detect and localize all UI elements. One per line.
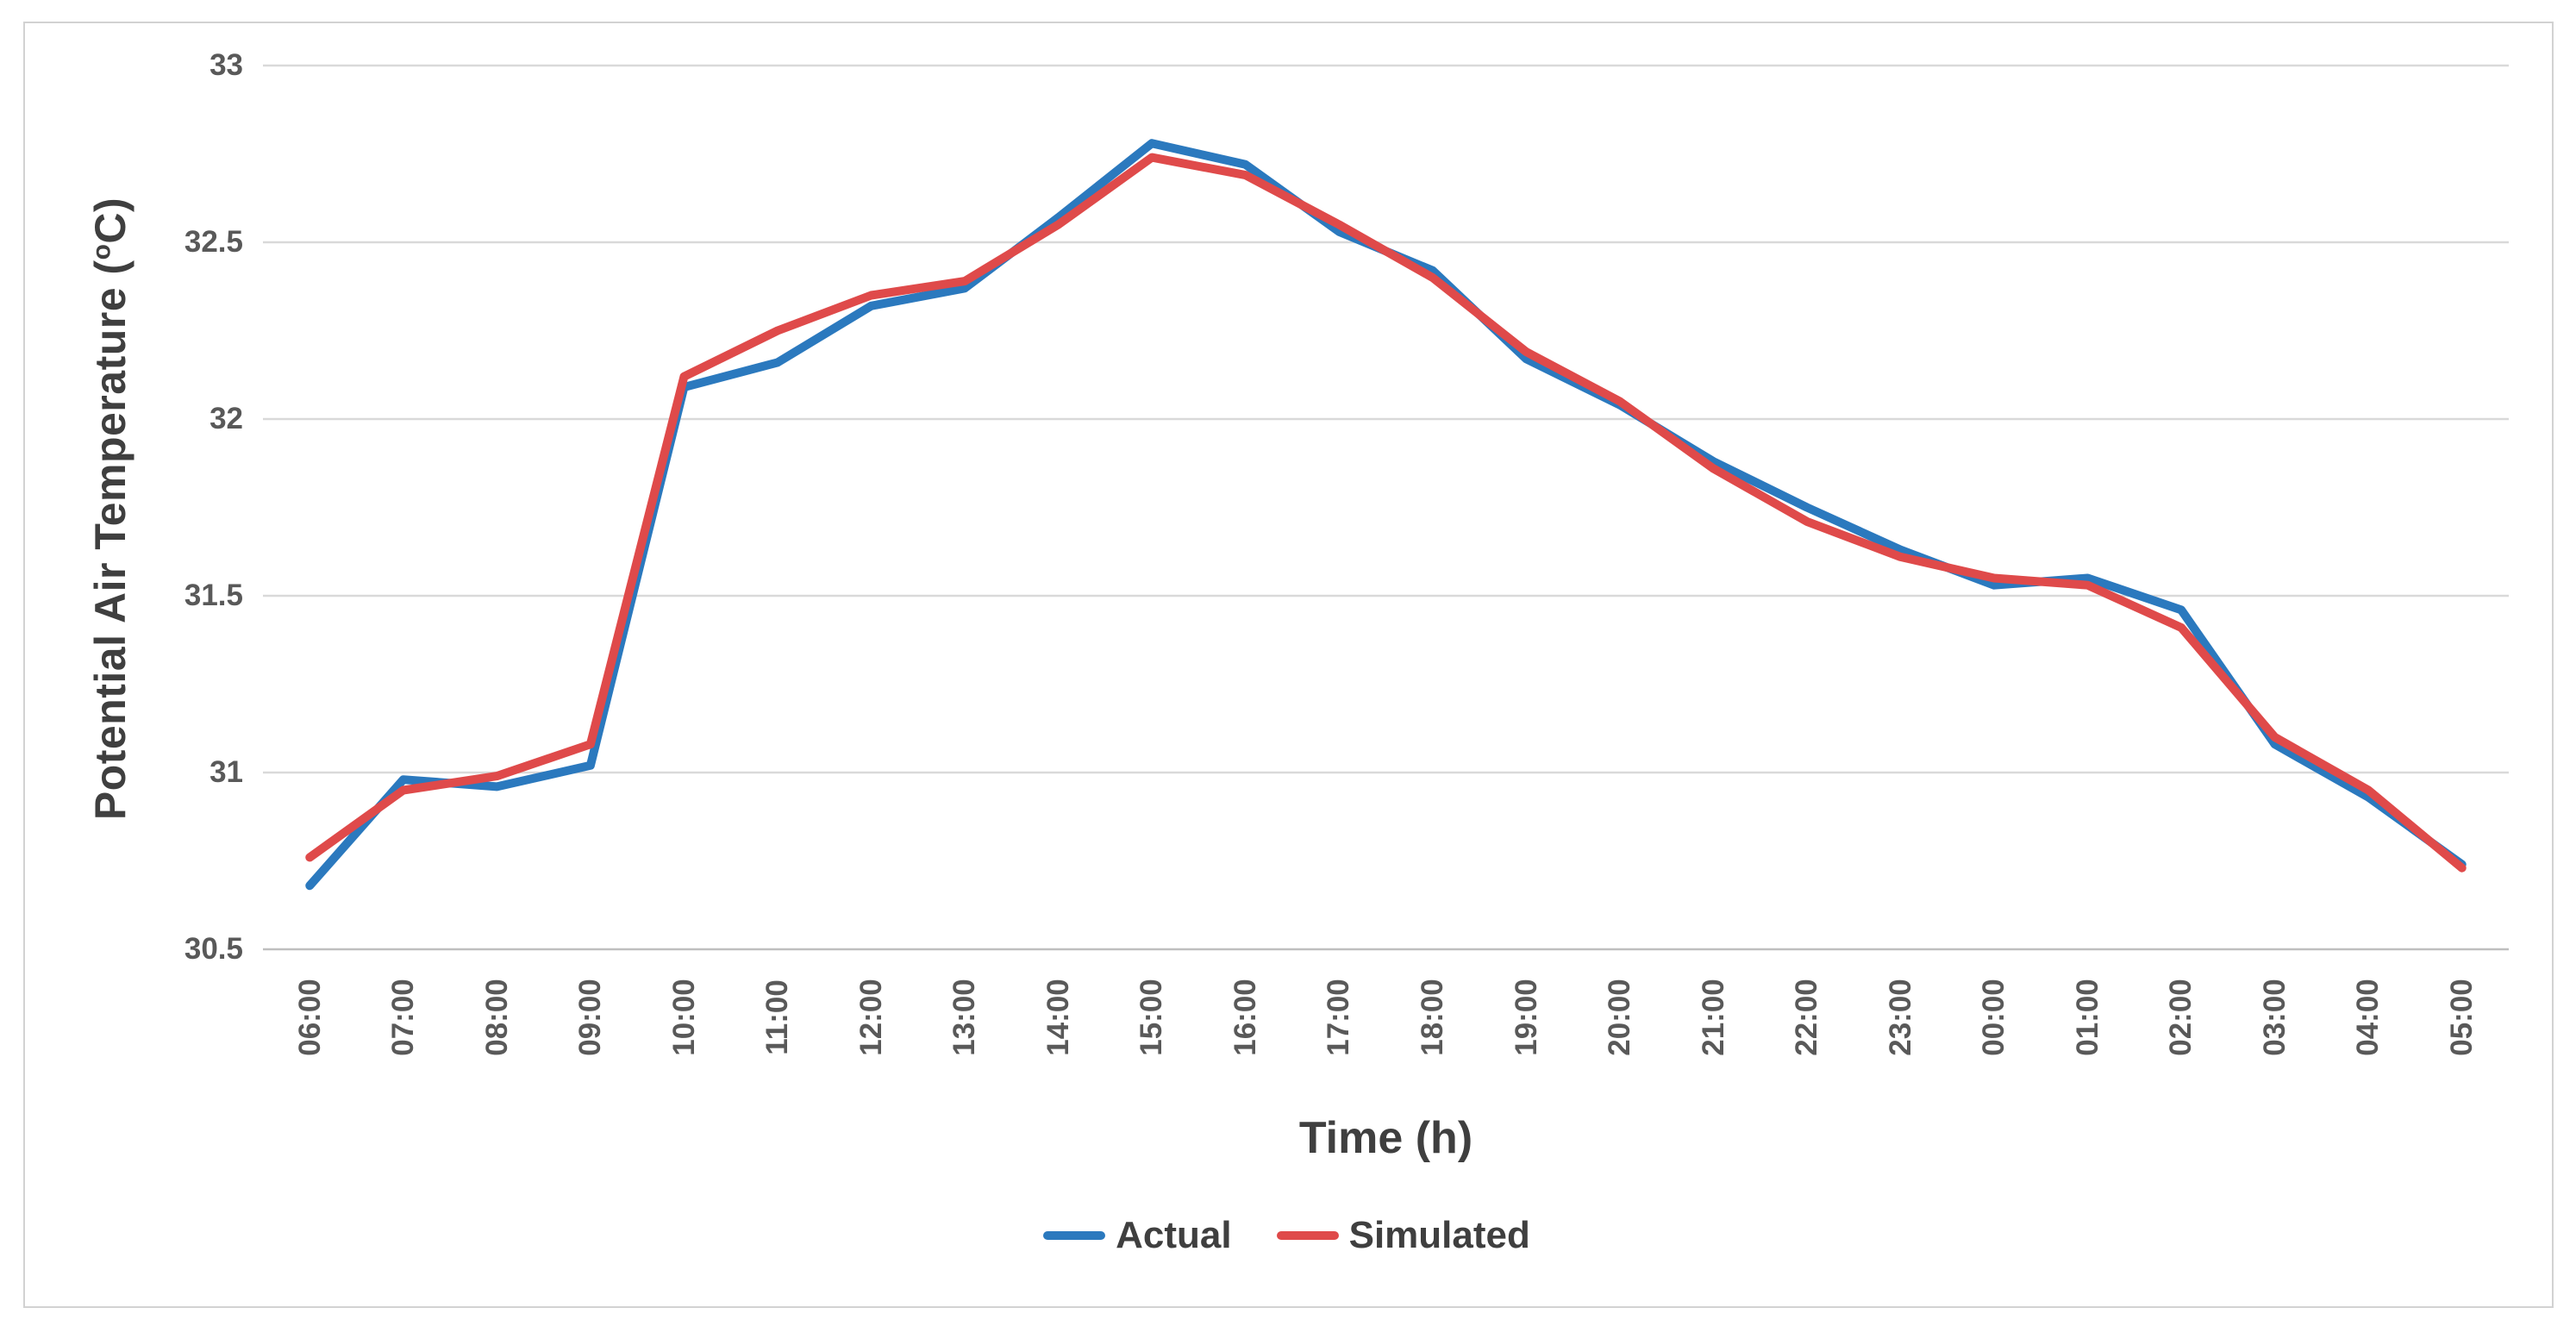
x-tick-label-22-00: 22:00 (1789, 979, 1823, 1056)
simulated-line-swatch (1276, 1231, 1339, 1240)
legend-label-actual: Actual (1116, 1214, 1232, 1256)
x-tick-label-09-00: 09:00 (572, 979, 607, 1056)
x-tick-label-12-00: 12:00 (853, 979, 888, 1056)
legend-item-simulated[interactable]: Simulated (1276, 1214, 1530, 1257)
simulated-series-line[interactable] (305, 153, 2467, 873)
x-tick-label-14-00: 14:00 (1041, 979, 1075, 1056)
y-axis-title-unit: C) (86, 197, 135, 244)
x-tick-label-03-00: 03:00 (2257, 979, 2292, 1056)
x-tick-label-01-00: 01:00 (2070, 979, 2104, 1056)
x-tick-label-18-00: 18:00 (1415, 979, 1449, 1056)
x-tick-label-10-00: 10:00 (666, 979, 701, 1056)
legend-label-simulated: Simulated (1348, 1214, 1530, 1256)
x-axis-title: Time (h) (1298, 1113, 1473, 1163)
y-axis-title-text: Potential Air Temperature ( (86, 260, 135, 821)
x-tick-label-11-00: 11:00 (760, 979, 794, 1055)
x-tick-label-06-00: 06:00 (292, 979, 327, 1056)
x-tick-label-13-00: 13:00 (947, 979, 982, 1056)
gridlines (263, 64, 2509, 951)
x-tick-label-00-00: 00:00 (1977, 979, 2011, 1056)
y-tick-label-32.5: 32.5 (184, 225, 243, 259)
y-tick-label-31: 31 (209, 755, 243, 789)
x-tick-label-17-00: 17:00 (1322, 979, 1356, 1056)
x-tick-label-19-00: 19:00 (1509, 979, 1543, 1056)
legend: Actual Simulated (23, 1214, 2550, 1257)
x-tick-label-07-00: 07:00 (385, 979, 420, 1056)
y-tick-label-30.5: 30.5 (184, 932, 243, 966)
series-lines (305, 139, 2467, 891)
x-tick-label-16-00: 16:00 (1228, 979, 1262, 1056)
x-tick-label-21-00: 21:00 (1696, 979, 1730, 1056)
x-tick-label-04-00: 04:00 (2351, 979, 2385, 1056)
y-tick-label-32: 32 (209, 402, 243, 435)
x-tick-label-23-00: 23:00 (1883, 979, 1917, 1056)
y-tick-label-31.5: 31.5 (184, 579, 243, 612)
degree-symbol: o (87, 243, 116, 260)
y-axis-title: Potential Air Temperature (oC) (59, 69, 162, 948)
actual-line-swatch (1043, 1231, 1106, 1240)
x-tick-label-20-00: 20:00 (1602, 979, 1636, 1056)
chart-frame (23, 22, 2554, 1308)
x-tick-label-08-00: 08:00 (479, 979, 514, 1056)
x-tick-label-15-00: 15:00 (1135, 979, 1169, 1056)
legend-item-actual[interactable]: Actual (1043, 1214, 1232, 1257)
x-tick-label-02-00: 02:00 (2164, 979, 2198, 1056)
y-tick-label-33: 33 (209, 48, 243, 82)
x-tick-label-05-00: 05:00 (2444, 979, 2479, 1056)
